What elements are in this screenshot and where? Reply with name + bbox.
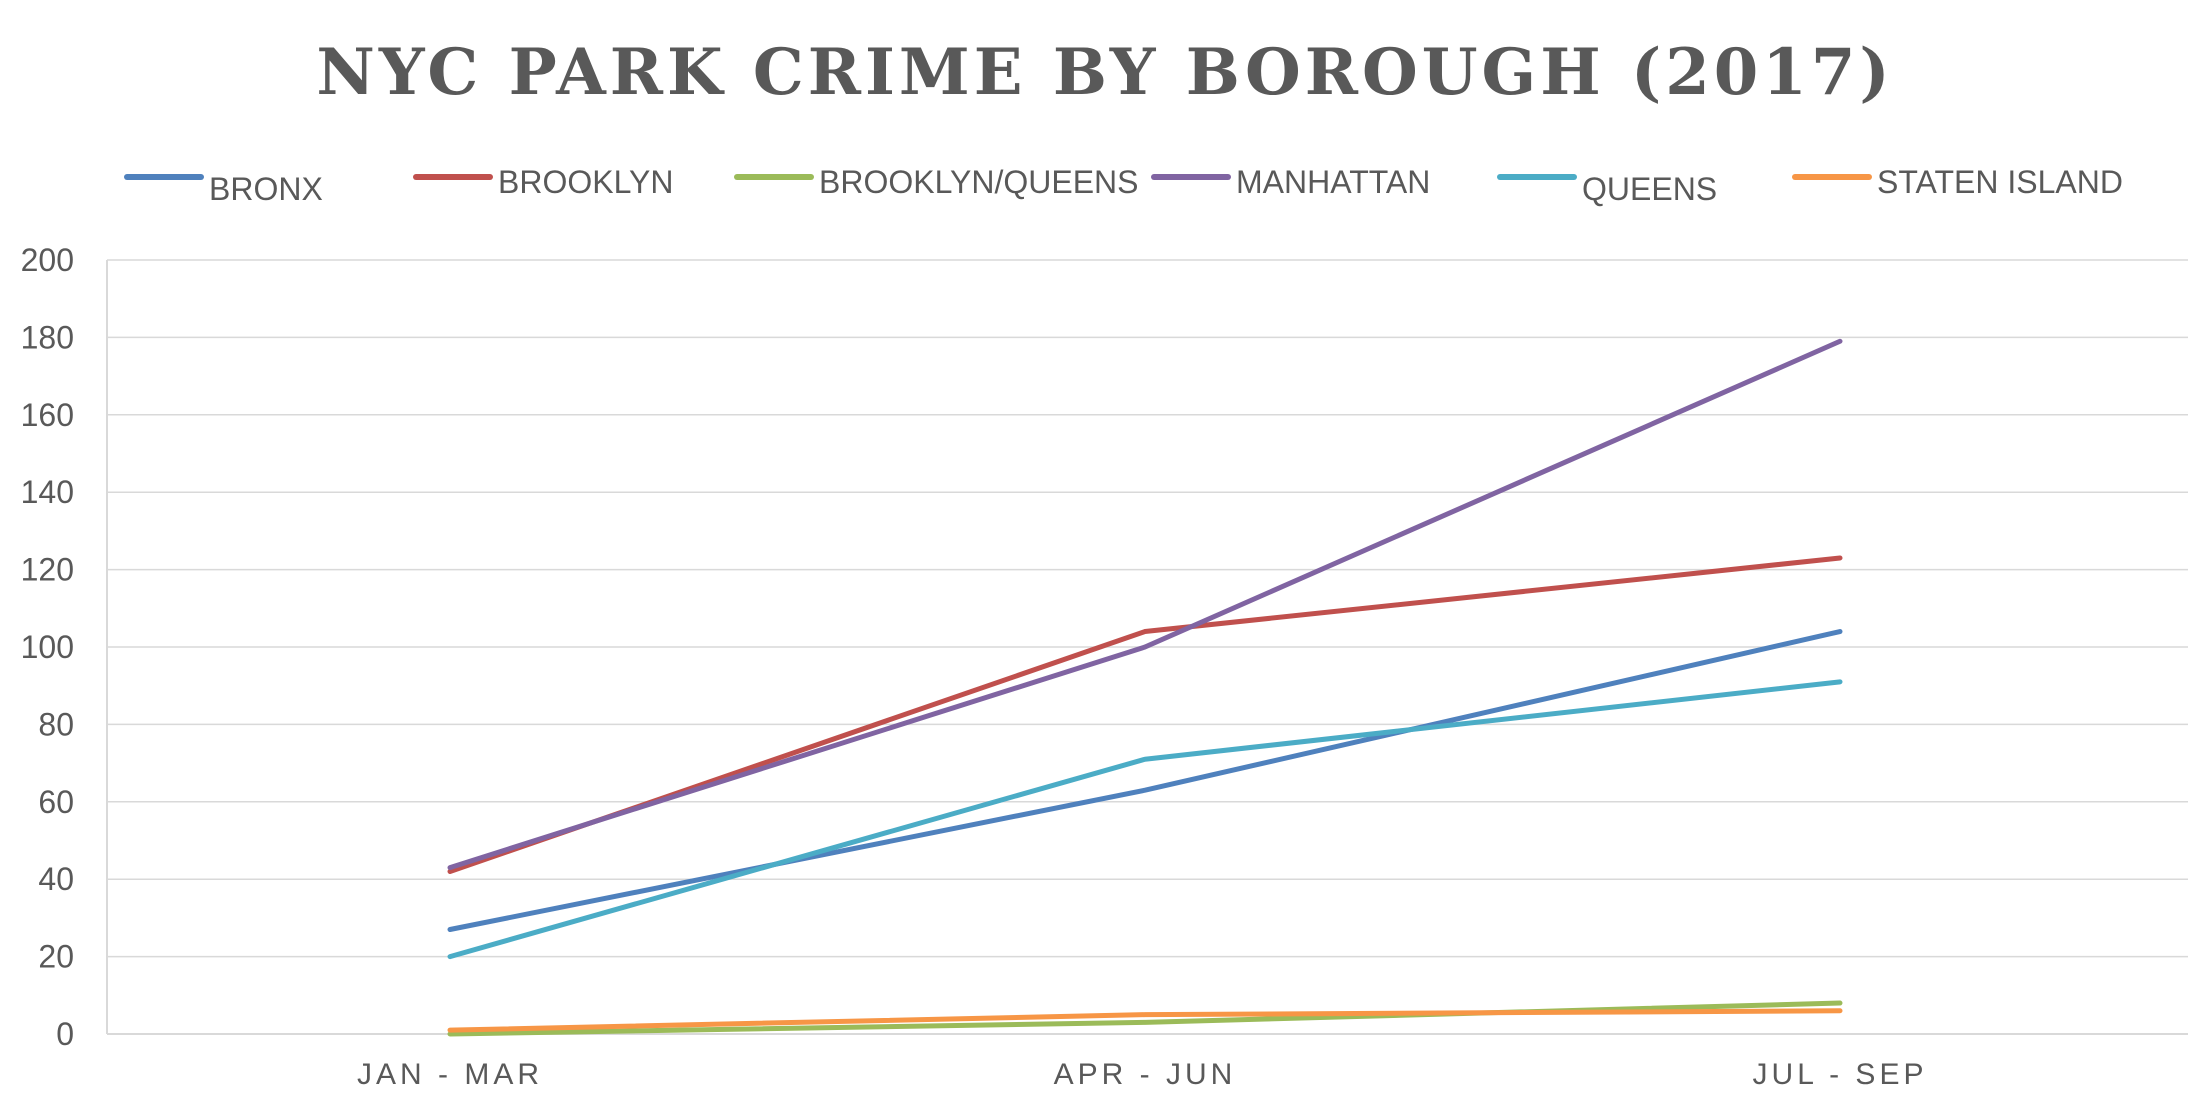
- series-line-brooklyn-queens: [447, 1000, 1843, 1037]
- legend: BRONX BROOKLYN BROOKLYN/QUEENS MANHATTAN QUE…: [124, 164, 2123, 207]
- series-line-manhattan: [447, 338, 1843, 871]
- x-axis: JAN - MAR APR - JUN JUL - SEP: [357, 1058, 1928, 1091]
- y-tick-label: 140: [21, 474, 74, 510]
- legend-label: MANHATTAN: [1236, 164, 1430, 200]
- legend-label: QUEENS: [1582, 171, 1717, 207]
- y-tick-label: 160: [21, 397, 74, 433]
- legend-item-bronx: BRONX: [124, 171, 323, 207]
- y-tick-label: 20: [38, 939, 74, 975]
- y-tick-label: 100: [21, 629, 74, 665]
- legend-label: BROOKLYN/QUEENS: [819, 164, 1138, 200]
- plot-area: [447, 338, 1843, 1037]
- y-tick-label: 180: [21, 319, 74, 355]
- series-line-queens: [447, 679, 1843, 960]
- y-tick-label: 200: [21, 242, 74, 278]
- y-tick-label: 60: [38, 784, 74, 820]
- series-line-brooklyn: [447, 555, 1843, 874]
- legend-label: BROOKLYN: [498, 164, 673, 200]
- legend-item-staten-island: STATEN ISLAND: [1792, 164, 2123, 200]
- y-tick-label: 120: [21, 552, 74, 588]
- x-tick-label: JAN - MAR: [357, 1058, 543, 1091]
- y-tick-label: 0: [56, 1016, 74, 1052]
- legend-item-manhattan: MANHATTAN: [1151, 164, 1430, 200]
- series-line-staten-island: [447, 1008, 1843, 1033]
- legend-label: STATEN ISLAND: [1877, 164, 2123, 200]
- x-tick-label: APR - JUN: [1054, 1058, 1237, 1091]
- y-axis: 0 20 40 60 80 100 120 140 160 180 200: [21, 242, 74, 1052]
- legend-label: BRONX: [209, 171, 323, 207]
- chart-title: NYC PARK CRIME BY BOROUGH (2017): [316, 35, 1893, 110]
- legend-item-brooklyn-queens: BROOKLYN/QUEENS: [734, 164, 1138, 200]
- y-tick-label: 40: [38, 861, 74, 897]
- x-tick-label: JUL - SEP: [1753, 1058, 1928, 1091]
- legend-item-brooklyn: BROOKLYN: [413, 164, 673, 200]
- legend-item-queens: QUEENS: [1497, 171, 1717, 207]
- series-line-bronx: [447, 629, 1843, 933]
- y-tick-label: 80: [38, 706, 74, 742]
